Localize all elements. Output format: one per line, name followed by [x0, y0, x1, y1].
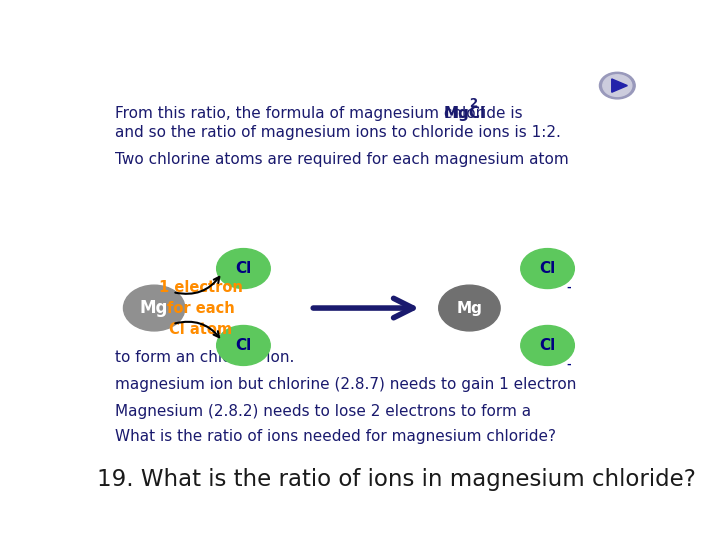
Text: Two chlorine atoms are required for each magnesium atom: Two chlorine atoms are required for each…: [115, 152, 569, 167]
Text: Mg: Mg: [456, 301, 482, 315]
Text: 2: 2: [469, 97, 477, 110]
Text: 2+: 2+: [492, 325, 508, 334]
Circle shape: [217, 326, 270, 366]
Text: 19. What is the ratio of ions in magnesium chloride?: 19. What is the ratio of ions in magnesi…: [97, 468, 696, 491]
Text: 1 electron
for each
Cl atom: 1 electron for each Cl atom: [159, 280, 243, 336]
Circle shape: [603, 75, 632, 97]
Circle shape: [124, 285, 185, 331]
Text: What is the ratio of ions needed for magnesium chloride?: What is the ratio of ions needed for mag…: [115, 429, 556, 444]
Text: and so the ratio of magnesium ions to chloride ions is 1:2.: and so the ratio of magnesium ions to ch…: [115, 125, 561, 140]
Text: magnesium ion but chlorine (2.8.7) needs to gain 1 electron: magnesium ion but chlorine (2.8.7) needs…: [115, 377, 577, 392]
Text: Magnesium (2.8.2) needs to lose 2 electrons to form a: Magnesium (2.8.2) needs to lose 2 electr…: [115, 404, 531, 418]
Text: MgCl: MgCl: [444, 106, 486, 122]
Text: -: -: [567, 360, 572, 370]
Circle shape: [600, 72, 635, 99]
Text: Cl: Cl: [235, 338, 251, 353]
Circle shape: [521, 326, 575, 366]
Text: .: .: [475, 106, 480, 122]
Text: Cl: Cl: [539, 338, 556, 353]
Circle shape: [217, 248, 270, 288]
Text: Cl: Cl: [539, 261, 556, 276]
Text: to form an chloride ion.: to form an chloride ion.: [115, 349, 294, 364]
Text: From this ratio, the formula of magnesium chloride is: From this ratio, the formula of magnesiu…: [0, 539, 1, 540]
Text: Mg: Mg: [140, 299, 168, 317]
Text: -: -: [567, 283, 572, 293]
Text: Cl: Cl: [235, 261, 251, 276]
Circle shape: [521, 248, 575, 288]
Circle shape: [438, 285, 500, 331]
Polygon shape: [612, 79, 627, 92]
Text: From this ratio, the formula of magnesium chloride is: From this ratio, the formula of magnesiu…: [115, 106, 528, 122]
